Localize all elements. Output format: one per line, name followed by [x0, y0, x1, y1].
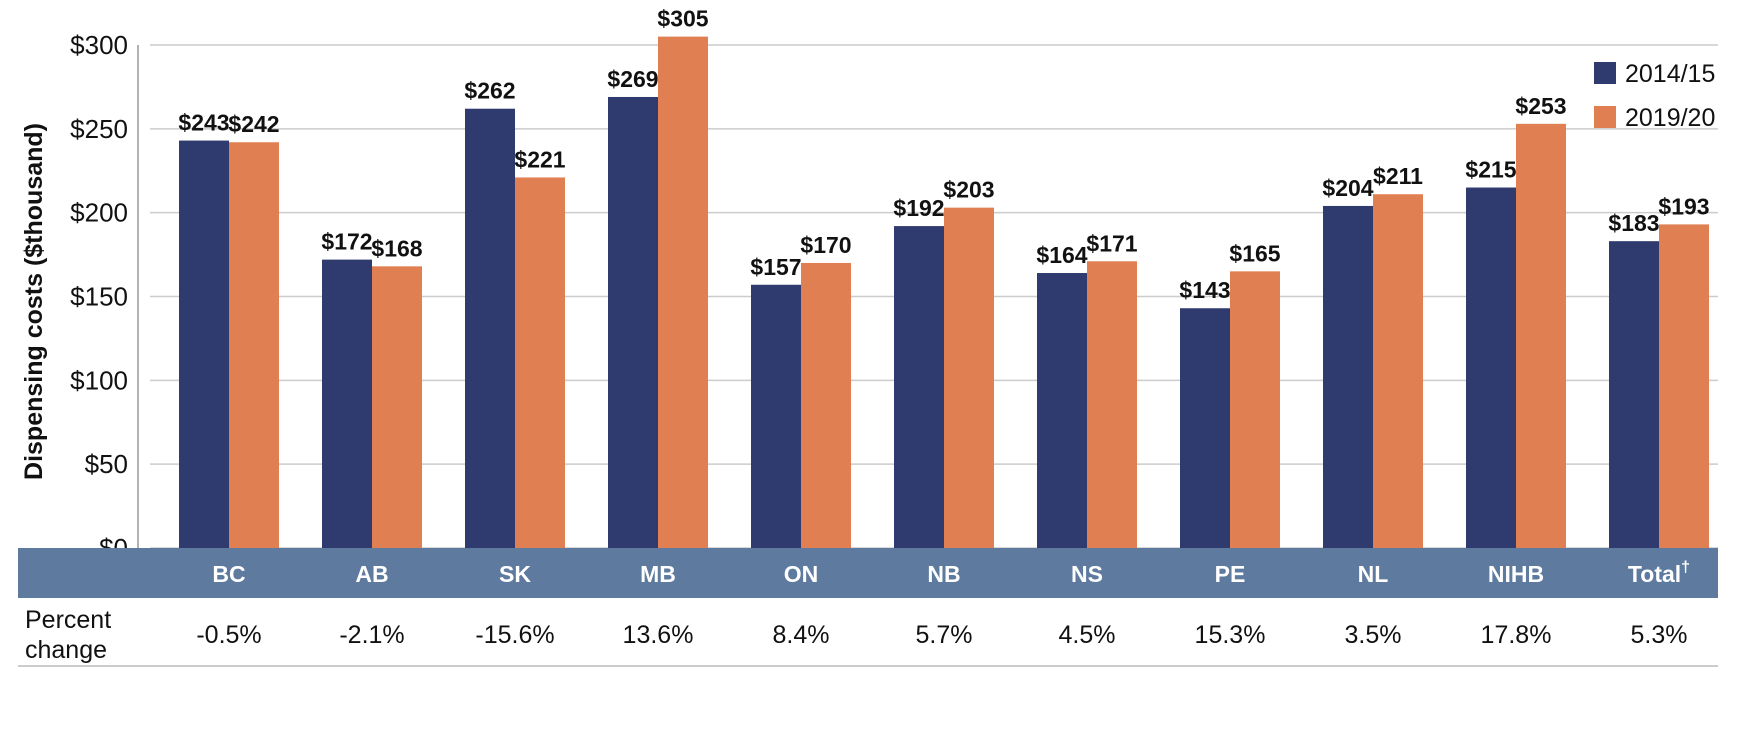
data-label: $170 — [800, 232, 851, 258]
bar-2019-20-pe — [1230, 271, 1280, 548]
percent-change-value: 15.3% — [1195, 621, 1266, 649]
percent-change-value: -2.1% — [339, 621, 404, 649]
bar-2019-20-ns — [1087, 261, 1137, 548]
data-label: $204 — [1322, 175, 1373, 201]
x-tick-label: BC — [212, 561, 245, 587]
data-label: $262 — [464, 78, 515, 104]
data-label: $203 — [943, 177, 994, 203]
bar-2014-15-ns — [1037, 273, 1087, 548]
x-tick-label: SK — [499, 561, 531, 587]
data-label: $172 — [321, 229, 372, 255]
bar-2014-15-sk — [465, 108, 515, 549]
x-tick-label: Total† — [1628, 559, 1690, 587]
bar-2019-20-mb — [658, 36, 708, 548]
bar-2014-15-mb — [608, 96, 658, 548]
bar-2014-15-nihb — [1466, 187, 1516, 548]
data-label: $193 — [1658, 193, 1709, 219]
bar-2019-20-sk — [515, 177, 565, 548]
bar-2019-20-total — [1659, 224, 1709, 549]
percent-change-value: 17.8% — [1481, 621, 1552, 649]
bar-2014-15-bc — [179, 140, 229, 548]
y-tick-label: $200 — [70, 198, 128, 228]
percent-change-value: 5.3% — [1631, 621, 1688, 649]
legend-label: 2019/20 — [1625, 104, 1715, 132]
bar-2014-15-nb — [894, 226, 944, 548]
bar-2014-15-on — [751, 284, 801, 548]
y-axis-label: Dispensing costs ($thousand) — [20, 123, 48, 480]
y-tick-label: $150 — [70, 282, 128, 312]
bar-2014-15-ab — [322, 259, 372, 548]
x-tick-label: NL — [1358, 561, 1389, 587]
y-tick-label: $300 — [70, 30, 128, 60]
data-label: $242 — [228, 111, 279, 137]
bar-2019-20-ab — [372, 266, 422, 548]
category-band — [18, 548, 1718, 598]
percent-change-value: 8.4% — [773, 621, 830, 649]
y-tick-label: $50 — [85, 449, 128, 479]
percent-change-value: 3.5% — [1345, 621, 1402, 649]
x-tick-label: PE — [1215, 561, 1246, 587]
percent-change-value: 5.7% — [916, 621, 973, 649]
x-tick-label: MB — [640, 561, 676, 587]
data-label: $221 — [514, 146, 565, 172]
x-tick-label: NIHB — [1488, 561, 1544, 587]
x-tick-label: NB — [927, 561, 960, 587]
x-tick-label: AB — [355, 561, 388, 587]
data-label: $168 — [371, 235, 422, 261]
data-label: $157 — [750, 254, 801, 280]
x-tick-label: ON — [784, 561, 819, 587]
x-tick-label: NS — [1071, 561, 1103, 587]
bar-2019-20-nihb — [1516, 123, 1566, 548]
data-label: $164 — [1036, 242, 1087, 268]
data-label: $215 — [1465, 157, 1516, 183]
data-label: $269 — [607, 66, 658, 92]
percent-change-row-label: change — [25, 636, 107, 664]
percent-change-value: -0.5% — [196, 621, 261, 649]
percent-change-value: 4.5% — [1059, 621, 1116, 649]
percent-change-value: 13.6% — [623, 621, 694, 649]
data-label: $253 — [1515, 93, 1566, 119]
legend-swatch — [1594, 106, 1616, 128]
data-label: $183 — [1608, 210, 1659, 236]
bar-2014-15-nl — [1323, 205, 1373, 548]
percent-change-row-label: Percent — [25, 606, 111, 634]
bar-2014-15-total — [1609, 241, 1659, 549]
data-label: $211 — [1373, 163, 1423, 189]
data-label: $192 — [893, 195, 944, 221]
y-tick-label: $100 — [70, 365, 128, 395]
legend-label: 2014/15 — [1625, 60, 1715, 88]
bar-2014-15-pe — [1180, 308, 1230, 548]
bar-2019-20-nb — [944, 207, 994, 549]
data-label: $165 — [1229, 240, 1280, 266]
bar-2019-20-bc — [229, 142, 279, 548]
bar-2019-20-on — [801, 262, 851, 548]
data-label: $305 — [657, 6, 708, 32]
percent-change-value: -15.6% — [475, 621, 554, 649]
y-tick-label: $250 — [70, 114, 128, 144]
data-label: $143 — [1179, 277, 1230, 303]
data-label: $243 — [178, 110, 229, 136]
bar-2019-20-nl — [1373, 194, 1423, 548]
data-label: $171 — [1086, 230, 1137, 256]
legend-swatch — [1594, 62, 1616, 84]
